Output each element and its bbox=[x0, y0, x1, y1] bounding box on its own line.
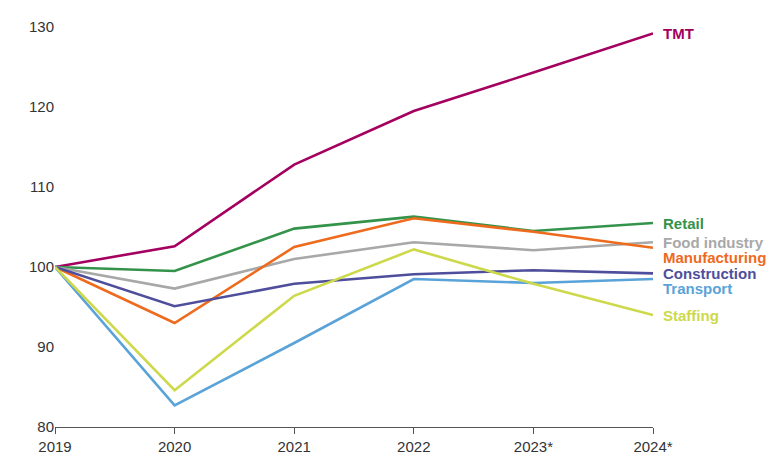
svg-text:Manufacturing: Manufacturing bbox=[663, 249, 766, 266]
svg-text:2019: 2019 bbox=[38, 438, 71, 455]
svg-text:80: 80 bbox=[37, 418, 54, 435]
svg-text:2023*: 2023* bbox=[514, 438, 553, 455]
svg-text:Construction: Construction bbox=[663, 265, 756, 282]
svg-text:2024*: 2024* bbox=[633, 438, 672, 455]
svg-text:120: 120 bbox=[29, 98, 54, 115]
svg-text:2020: 2020 bbox=[158, 438, 191, 455]
svg-text:2021: 2021 bbox=[278, 438, 311, 455]
svg-text:Transport: Transport bbox=[663, 280, 732, 297]
svg-text:100: 100 bbox=[29, 258, 54, 275]
svg-text:TMT: TMT bbox=[663, 25, 694, 42]
svg-text:2022: 2022 bbox=[397, 438, 430, 455]
svg-text:90: 90 bbox=[37, 338, 54, 355]
svg-text:Food industry: Food industry bbox=[663, 234, 764, 251]
svg-text:130: 130 bbox=[29, 18, 54, 35]
svg-text:Retail: Retail bbox=[663, 215, 704, 232]
svg-text:Staffing: Staffing bbox=[663, 307, 719, 324]
svg-text:110: 110 bbox=[30, 178, 54, 195]
